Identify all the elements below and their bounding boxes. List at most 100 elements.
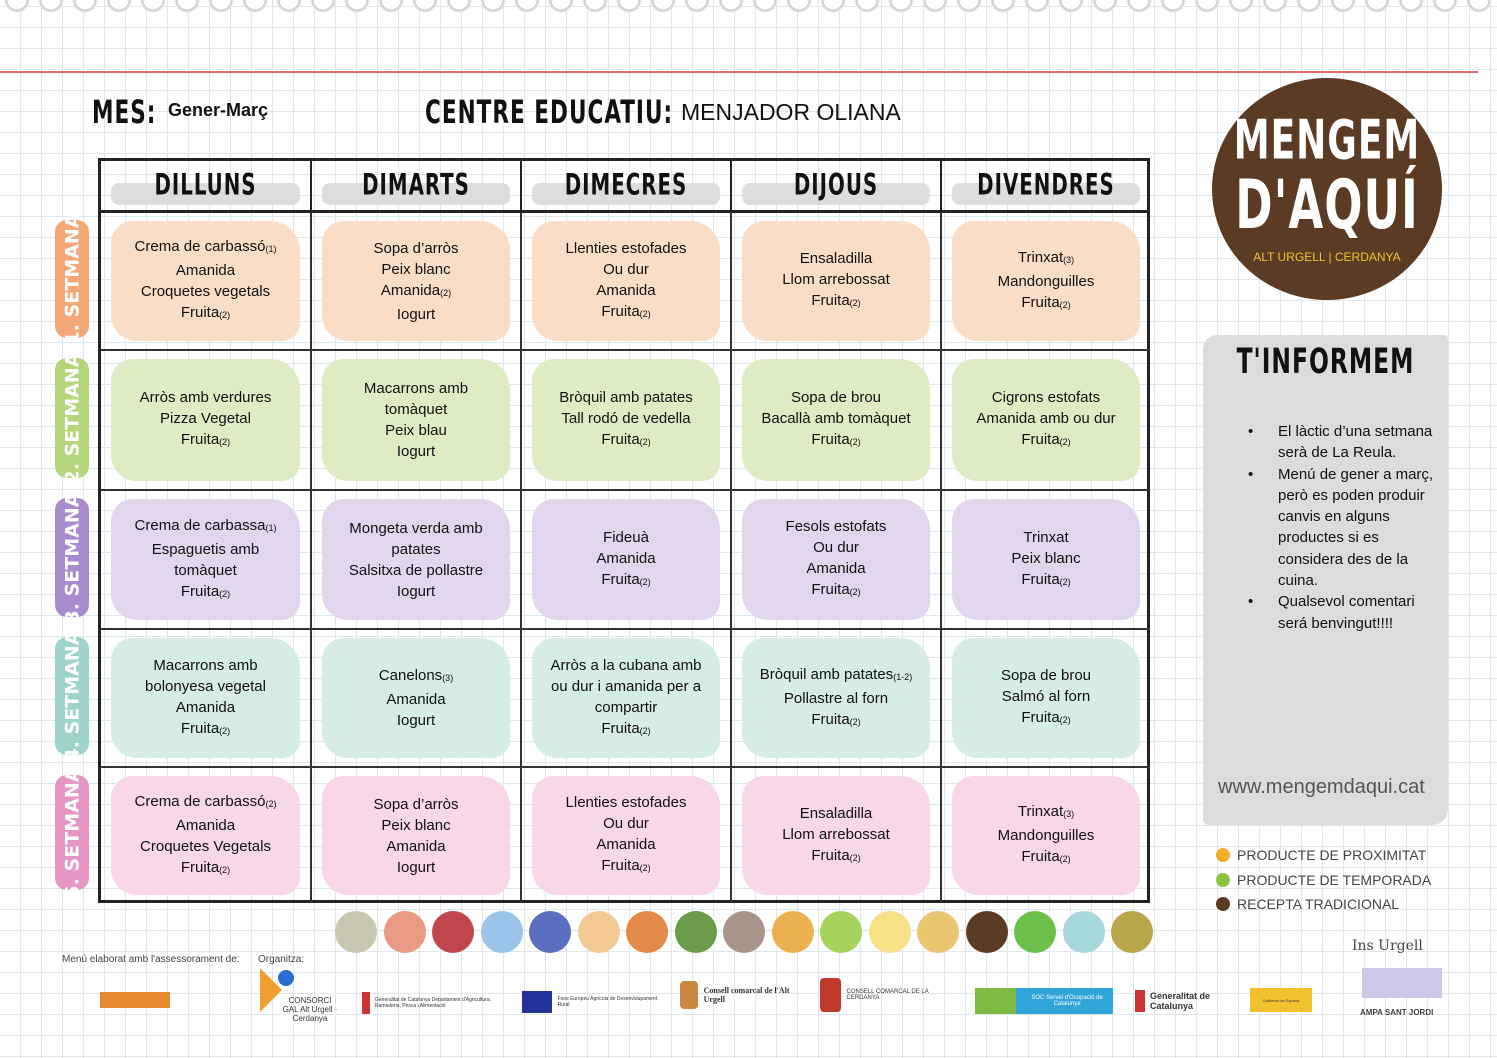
dish: Mongeta verda amb <box>349 519 483 537</box>
dish: Peix blau <box>385 422 447 439</box>
menu-cell: Fesols estofats Ou dur Amanida Fruita(2) <box>732 491 942 630</box>
menu-cell: Trinxat Peix blanc Fruita(2) <box>942 491 1150 630</box>
wheat-icon <box>626 911 668 953</box>
margin-line <box>0 71 1478 73</box>
potato-icon <box>917 911 959 953</box>
tradition-dot-icon <box>1216 897 1230 911</box>
centre-value: MENJADOR OLIANA <box>681 99 901 125</box>
proximity-dot-icon <box>1216 848 1230 862</box>
soc-logo: SOC Servei d'Ocupació de Catalunya <box>975 988 1113 1014</box>
poultry-icon <box>771 911 814 953</box>
nutritionist-logo <box>80 975 190 1025</box>
dish: compartir <box>594 698 658 716</box>
legend: PRODUCTE DE PROXIMITAT PRODUCTE DE TEMPO… <box>1216 843 1431 917</box>
dish: Amanida <box>175 698 236 716</box>
cell-background <box>532 638 720 758</box>
website-link[interactable]: www.mengemdaqui.cat <box>1218 776 1425 798</box>
dish: Amanida <box>175 816 236 834</box>
cell-background <box>322 499 510 620</box>
bread-icon <box>529 911 571 953</box>
dish-list: Crema de carbassó(1) Amanida Croquetes veg… <box>135 236 277 326</box>
cell-background <box>532 221 720 341</box>
dish: Fruita(2) <box>601 431 651 448</box>
day-label: DILLUNS <box>154 168 257 203</box>
cell-background <box>322 638 510 758</box>
feader-logo: Fons Europeu Agrícola de Desenvolupament… <box>522 990 662 1014</box>
menu-cell: Llenties estofades Ou dur Amanida Fruita(2) <box>522 768 732 903</box>
notebook-spiral <box>0 0 1497 22</box>
cell-background <box>532 359 720 481</box>
meat-icon <box>432 911 474 953</box>
cell-background <box>952 638 1140 758</box>
dish-list: Ensaladilla Llom arrebossat Fruita(2) <box>782 803 890 869</box>
dish: Sopa d’arròs <box>373 795 459 813</box>
dish: Arròs a la cubana amb <box>550 656 702 674</box>
cell-background <box>322 221 510 341</box>
week-label: 1. SETMANA <box>55 214 89 344</box>
dish: Amanida <box>596 281 656 299</box>
cell-background <box>322 776 510 895</box>
dish: Pollastre al forn <box>783 689 889 707</box>
dish: Fruita(2) <box>601 570 651 588</box>
dish: Macarrons amb <box>363 380 469 397</box>
dish: Iogurt <box>396 712 436 729</box>
info-title: T'INFORMEM <box>1236 341 1415 383</box>
nuts-icon <box>965 911 1008 953</box>
dish: Llenties estofades <box>565 794 687 811</box>
dish-list: Fesols estofats Ou dur Amanida Fruita(2) <box>786 516 887 603</box>
dish-list: Macarrons amb tomàquet Peix blau Iogurt <box>364 378 468 462</box>
menu-cell: Ensaladilla Llom arrebossat Fruita(2) <box>732 213 942 351</box>
menu-cell: Crema de carbassa(1) Espaguetis amb tomàqu… <box>101 491 312 630</box>
cereals-icon <box>335 911 377 953</box>
dish: Arròs amb verdures <box>139 389 272 406</box>
dish-list: Canelons(3) Amanida Iogurt <box>379 665 453 731</box>
dish: Bacallà amb tomàquet <box>761 410 911 427</box>
menu-cell: Mongeta verda amb patates Salsitxa de poll… <box>312 491 522 630</box>
dish: Sopa de brou <box>790 389 882 406</box>
dish: Amanida <box>806 560 866 577</box>
dish-list: Crema de carbassó(2) Amanida Croquetes Veg… <box>135 791 277 881</box>
dairy-icon <box>868 911 911 953</box>
water-icon <box>1062 911 1105 953</box>
menu-cell: Trinxat(3) Mandonguilles Fruita(2) <box>942 213 1150 351</box>
chicken-leg-icon <box>383 911 426 953</box>
cell-background <box>111 638 300 758</box>
menu-cell: Sopa de brou Salmó al forn Fruita(2) <box>942 630 1150 768</box>
cell-background <box>742 776 930 895</box>
week-label: 3. SETMANA <box>55 492 89 623</box>
dish-list: Llenties estofades Ou dur Amanida Fruita(2) <box>566 238 687 325</box>
legend-item: PRODUCTE DE PROXIMITAT <box>1216 843 1431 868</box>
dish: Tall rodó de vedella <box>561 410 691 427</box>
dish: Sopa de brou <box>1000 667 1092 684</box>
week-label: 2. SETMANA <box>55 353 89 483</box>
menu-cell: Arròs amb verdures Pizza Vegetal Fruita(2) <box>101 351 312 491</box>
dish-list: Ensaladilla Llom arrebossat Fruita(2) <box>782 248 890 314</box>
dish: Trinxat <box>1023 528 1069 546</box>
dish: Fruita(2) <box>1021 848 1071 865</box>
dish: Fruita(2) <box>811 581 861 598</box>
legend-item: RECEPTA TRADICIONAL <box>1216 892 1431 917</box>
dish-list: Arròs a la cubana amb ou dur i amanida pe… <box>551 655 702 742</box>
dish: Fruita(2) <box>180 719 231 737</box>
dish: Espaguetis amb <box>151 540 260 558</box>
cell-background <box>532 776 720 895</box>
dish: Ou dur <box>603 260 649 278</box>
menu-table: DILLUNS DIMARTS DIMECRES DIJOUS DIVENDRES Cre… <box>98 158 1150 903</box>
day-header: DILLUNS <box>101 161 312 213</box>
menu-cell: Crema de carbassó(2) Amanida Croquetes Veg… <box>101 768 312 903</box>
info-list: El làctic d’una setmana serà de La Reula… <box>1248 421 1448 634</box>
dish: Mandonguilles <box>997 272 1095 290</box>
menu-cell: Sopa d’arròs Peix blanc Amanida Iogurt <box>312 768 522 903</box>
dish: Croquetes Vegetals <box>140 837 271 855</box>
day-label: DIJOUS <box>793 168 879 203</box>
dish: Fruita(2) <box>1021 570 1071 588</box>
dish-list: Llenties estofades Ou dur Amanida Fruita(2) <box>566 792 687 879</box>
week-label: 5. SETMANA <box>55 767 89 898</box>
dish-list: Sopa de brou Salmó al forn Fruita(2) <box>1001 665 1091 731</box>
dish-list: Arròs amb verdures Pizza Vegetal Fruita(2) <box>140 387 272 453</box>
menu-cell: Bròquil amb patates Tall rodó de vedella F… <box>522 351 732 491</box>
dish: Fruita(2) <box>1021 293 1071 311</box>
cell-background <box>111 359 300 481</box>
dish: Llom arrebossat <box>782 825 890 843</box>
ampa-seal <box>1362 968 1442 998</box>
